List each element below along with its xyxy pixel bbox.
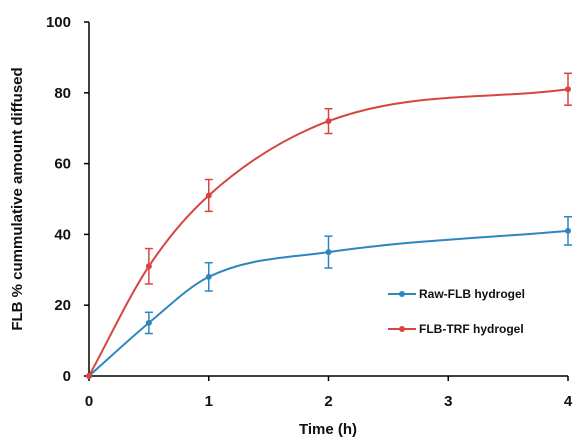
plot-area: 0 20 40 60 80 100 0 1 2 3 4 (46, 14, 573, 410)
data-point-flb-trf (325, 118, 332, 125)
series-layer (86, 72, 572, 379)
data-point-flb-trf (86, 373, 92, 379)
data-point-flb-trf (145, 263, 152, 270)
y-ticks: 0 20 40 60 80 100 (46, 14, 89, 385)
x-tick-label: 1 (205, 393, 213, 410)
y-tick-label: 80 (54, 85, 71, 102)
data-point-raw-flb (145, 319, 152, 326)
x-ticks: 0 1 2 3 4 (85, 376, 573, 410)
series-flb-trf (86, 72, 572, 379)
y-tick-label: 100 (46, 14, 71, 31)
legend-label-flb-trf: FLB-TRF hydrogel (419, 322, 524, 336)
legend-label-raw-flb: Raw-FLB hydrogel (419, 287, 525, 301)
data-point-raw-flb (205, 273, 212, 280)
data-point-raw-flb (565, 227, 571, 234)
x-tick-label: 4 (564, 393, 573, 410)
legend-marker-raw-flb (399, 291, 405, 297)
legend-item-flb-trf: FLB-TRF hydrogel (388, 322, 524, 336)
y-tick-label: 0 (63, 368, 71, 385)
legend-item-raw-flb: Raw-FLB hydrogel (388, 287, 525, 301)
legend: Raw-FLB hydrogel FLB-TRF hydrogel (388, 287, 525, 336)
y-tick-label: 60 (54, 156, 71, 173)
y-axis-title: FLB % cummulative amount diffused (9, 67, 26, 330)
series-line-flb-trf (88, 88, 569, 377)
data-point-raw-flb (325, 249, 332, 256)
data-point-flb-trf (565, 86, 571, 93)
x-tick-label: 3 (444, 393, 452, 410)
data-point-flb-trf (205, 192, 212, 199)
x-tick-label: 2 (324, 393, 332, 410)
y-tick-label: 20 (54, 297, 71, 314)
y-tick-label: 40 (54, 226, 71, 243)
series-line-raw-flb (88, 229, 569, 377)
legend-marker-flb-trf (399, 326, 405, 332)
series-raw-flb (86, 215, 572, 379)
x-tick-label: 0 (85, 393, 93, 410)
x-axis-title: Time (h) (299, 421, 357, 438)
